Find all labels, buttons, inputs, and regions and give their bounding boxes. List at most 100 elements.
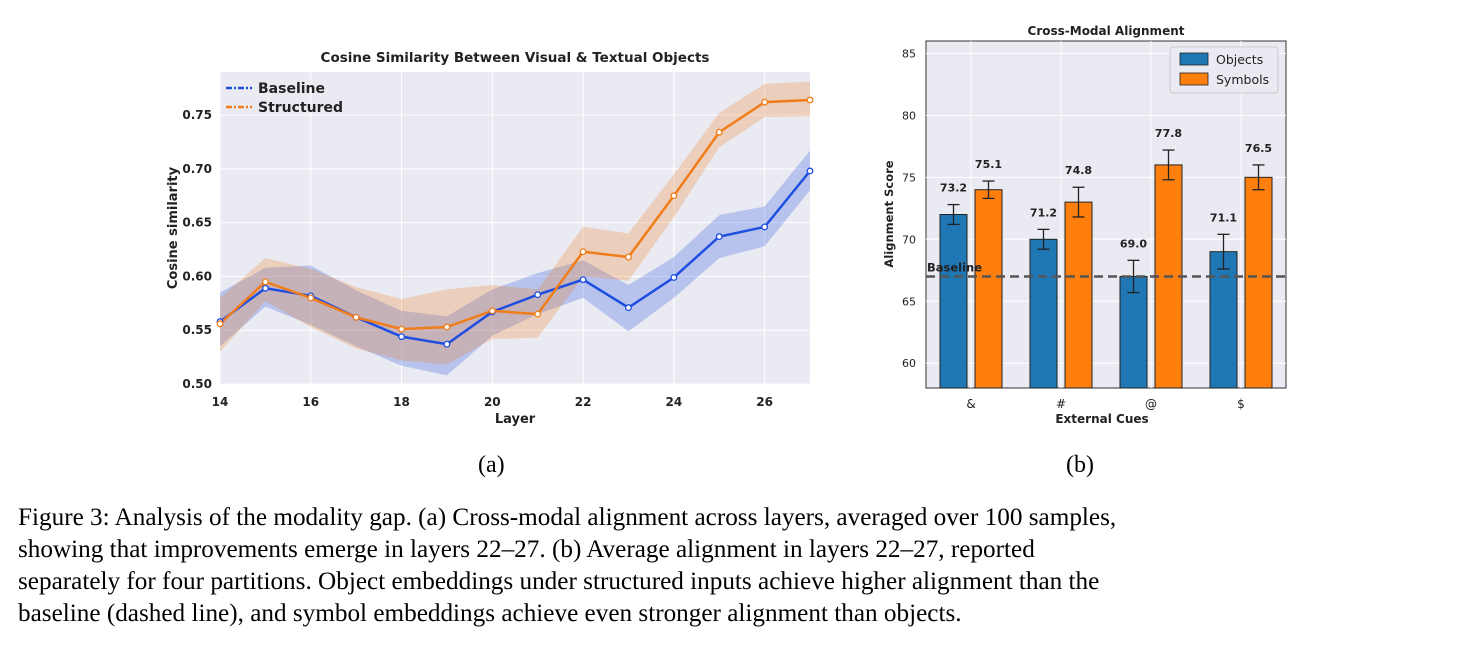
bar-symbols [974,189,1003,389]
line-chart-x-ticks: 14 16 18 20 22 24 26 [212,395,773,409]
bar-value-label: 69.0 [1120,237,1147,250]
bar-value-label: 71.2 [1030,206,1057,219]
x-tick-label: # [1056,397,1066,411]
y-tick-label: 0.60 [182,269,212,283]
subfigure-label-a: (a) [478,452,505,478]
legend-objects-label: Objects [1216,52,1263,67]
y-tick-label: 0.75 [182,108,212,122]
y-tick-label: 65 [902,295,916,308]
line-chart-legend: Baseline Structured [226,81,343,116]
confidence-band-structured [220,81,810,365]
line-chart-title: Cosine Similarity Between Visual & Textu… [321,50,710,66]
y-tick-label: 0.55 [182,323,212,337]
data-point-baseline [761,223,769,231]
data-point-baseline [670,274,678,281]
caption-line: baseline (dashed line), and symbol embed… [18,600,962,627]
y-tick-label: 85 [902,47,916,60]
line-chart-x-label: Layer [495,412,536,427]
figure-caption: Figure 3: Analysis of the modality gap. … [18,502,1448,630]
y-tick-label: 0.65 [182,216,212,230]
data-point-structured [534,310,542,318]
data-point-baseline [579,276,587,284]
bar-value-label: 73.2 [940,182,967,195]
line-chart-data-points [216,96,814,348]
baseline-label: Baseline [927,260,982,274]
y-tick-label: 80 [902,109,916,122]
figure-canvas: 14 16 18 20 22 24 26 0.500.550.600.650.700.75 … [166,24,1287,427]
bar-chart-y-label: Alignment Score [882,160,896,267]
y-tick-label: 75 [902,171,916,184]
bar-value-label: 74.8 [1065,164,1092,177]
data-point-structured [261,278,269,286]
bar-objects [939,214,968,389]
data-point-structured [216,320,224,328]
data-point-structured [352,313,360,321]
x-tick-label: 18 [393,395,410,409]
data-point-structured [443,323,451,331]
bar-objects [1119,275,1148,389]
y-tick-label: 60 [902,357,916,370]
bar-chart-y-ticks: 60 65 70 75 80 85 [902,47,916,370]
line-chart-plot-area [220,72,810,384]
legend-baseline-label: Baseline [258,81,325,97]
y-tick-label: 0.50 [182,377,212,391]
x-tick-label: 26 [756,395,773,409]
subfigure-label-b: (b) [1066,452,1094,478]
data-point-baseline [534,291,542,299]
caption-line: separately for four partitions. Object e… [18,568,1100,595]
x-tick-label: & [966,397,975,411]
legend-symbols-swatch [1179,72,1209,86]
x-tick-label: 22 [575,395,592,409]
bar-value-label: 76.5 [1245,142,1272,155]
bar-symbols [1244,176,1273,389]
bar-chart-x-ticks: & # @ $ [966,397,1245,411]
data-point-baseline [398,333,405,341]
x-tick-label: @ [1145,397,1157,411]
data-point-baseline [715,233,723,241]
legend-structured-label: Structured [258,100,343,116]
bar-value-label: 71.1 [1210,211,1237,224]
line-chart-series-lines [219,98,811,346]
legend-symbols-label: Symbols [1216,72,1269,87]
line-chart-panel: 14 16 18 20 22 24 26 0.500.550.600.650.700.75 … [166,50,814,427]
bar-chart-bars: 73.2 75.1 71.2 74.8 69.0 77.8 71.1 76.5 [939,127,1273,389]
bar-value-label: 77.8 [1155,127,1182,140]
data-point-structured [488,307,496,315]
bar-chart-title: Cross-Modal Alignment [1028,24,1185,38]
legend-objects-swatch [1179,52,1209,66]
data-point-baseline [443,340,451,348]
data-point-structured [670,192,678,200]
data-point-structured [806,96,814,104]
bar-objects [1209,251,1238,389]
data-point-structured [307,294,315,302]
bar-chart-x-label: External Cues [1055,412,1148,426]
line-chart-gridlines [219,72,810,385]
data-point-structured [715,128,723,136]
data-point-structured [579,248,587,256]
bar-symbols [1064,201,1093,389]
data-point-structured [398,325,405,333]
data-point-structured [761,98,769,106]
y-tick-label: 0.70 [182,162,212,176]
x-tick-label: 16 [302,395,319,409]
x-tick-label: $ [1237,397,1245,411]
data-point-baseline [625,304,632,312]
data-point-baseline [806,167,814,175]
series-line-structured [219,98,811,331]
y-tick-label: 70 [902,233,916,246]
bar-chart-panel: 73.2 75.1 71.2 74.8 69.0 77.8 71.1 76.5 Baselin… [882,24,1287,426]
data-point-baseline [261,284,269,292]
data-point-structured [625,253,632,261]
line-chart-y-label: Cosine similarity [166,166,181,289]
caption-line: showing that improvements emerge in laye… [18,536,1035,563]
line-chart-y-ticks: 0.50 0.55 0.60 0.65 0.70 0.75 [182,108,212,391]
x-tick-label: 24 [665,395,682,409]
bar-chart-baseline-reference: Baseline [926,260,1286,278]
series-line-baseline [219,170,811,346]
x-tick-label: 14 [212,395,229,409]
bar-objects [1029,238,1058,389]
caption-line: Figure 3: Analysis of the modality gap. … [18,504,1117,531]
bar-chart-legend: Objects Symbols [1169,46,1279,94]
bar-value-label: 75.1 [975,158,1002,171]
x-tick-label: 20 [484,395,501,409]
